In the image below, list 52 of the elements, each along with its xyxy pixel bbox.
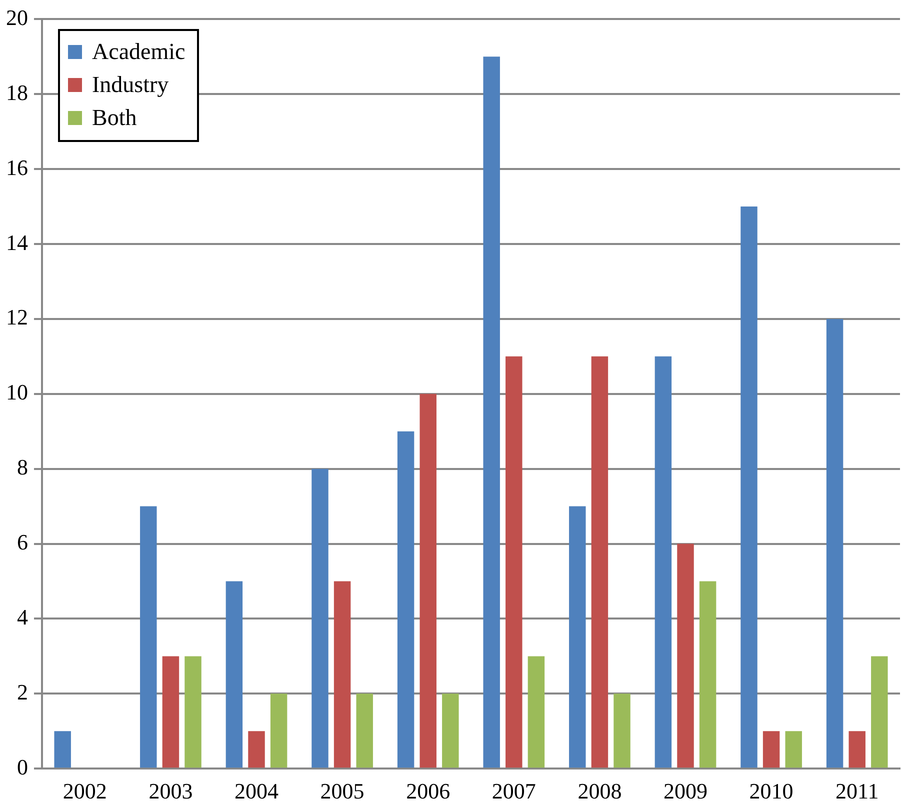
bar (140, 506, 157, 768)
bar (334, 581, 351, 768)
x-tick-label: 2010 (749, 778, 794, 804)
y-tick-label: 4 (17, 604, 28, 630)
y-tick-label: 14 (6, 230, 28, 255)
bar (614, 694, 630, 768)
bar (356, 694, 373, 768)
x-tick-label: 2006 (406, 778, 450, 804)
x-tick-label: 2003 (148, 778, 193, 804)
bar (270, 694, 288, 768)
bar (740, 206, 758, 768)
bar (483, 56, 500, 768)
bar (699, 581, 716, 768)
x-tick-label: 2008 (578, 778, 622, 804)
bar (654, 356, 672, 768)
bar (848, 731, 866, 768)
bar (248, 731, 265, 768)
x-tick-label: 2005 (320, 778, 364, 804)
bar (762, 731, 780, 768)
bar (162, 656, 180, 768)
bar (312, 468, 328, 768)
bar (677, 544, 694, 768)
y-tick-label: 16 (6, 154, 28, 180)
bar (420, 394, 436, 768)
bar (826, 318, 844, 768)
legend-label: Academic (92, 38, 186, 66)
bar (442, 694, 459, 768)
y-tick-label: 20 (6, 4, 28, 30)
legend-label: Both (92, 104, 137, 132)
y-tick-label: 18 (6, 80, 28, 105)
bar (226, 581, 243, 768)
bar (785, 731, 802, 768)
x-tick-label: 2009 (664, 778, 708, 804)
x-tick-label: 2002 (62, 778, 107, 804)
x-tick-label: 2011 (836, 778, 879, 804)
x-tick-label: 2004 (234, 778, 278, 804)
y-tick-label: 8 (17, 454, 28, 480)
bar (54, 731, 71, 768)
x-tick-label: 2007 (492, 778, 536, 804)
y-tick-label: 6 (17, 530, 28, 555)
bar (569, 506, 586, 768)
bar (871, 656, 888, 768)
y-tick-label: 0 (17, 754, 28, 780)
legend-label: Industry (92, 71, 169, 100)
y-tick-label: 12 (6, 304, 28, 330)
bar (184, 656, 202, 768)
y-tick-label: 10 (6, 380, 28, 405)
y-tick-label: 2 (17, 679, 28, 704)
bar (397, 431, 414, 768)
bar (528, 656, 545, 768)
bar (591, 356, 608, 768)
bar (506, 356, 522, 768)
